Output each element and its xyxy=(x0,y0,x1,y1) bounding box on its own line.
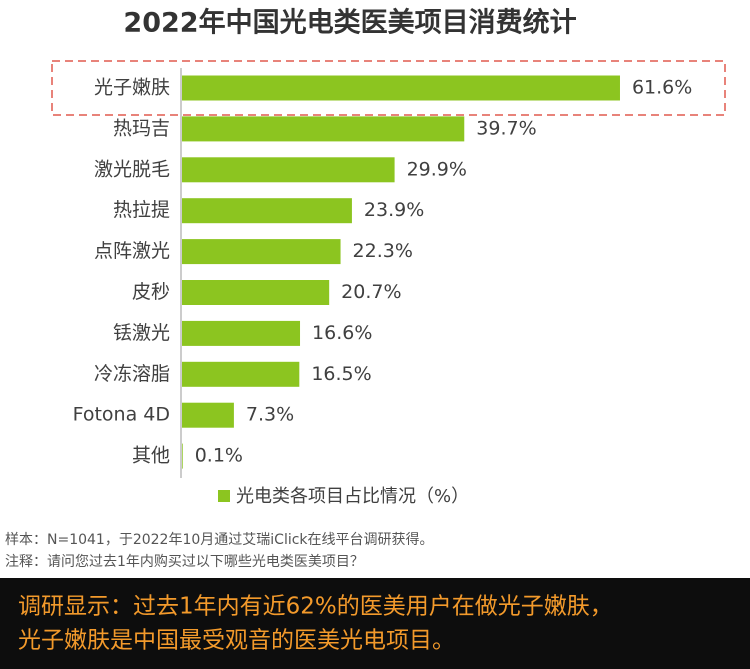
conclusion-text: 光子嫩肤是中国最受观音的医美光电项目。 xyxy=(18,628,455,654)
bar xyxy=(182,116,465,142)
data-label: 16.6% xyxy=(312,322,372,344)
legend-swatch xyxy=(218,490,230,502)
bar xyxy=(182,157,395,183)
bar xyxy=(182,239,341,265)
conclusion-text: 调研显示：过去1年内有近62%的医美用户在做光子嫩肤， xyxy=(18,594,613,620)
legend-label: 光电类各项目占比情况（%） xyxy=(236,486,469,507)
bar xyxy=(182,320,301,346)
data-label: 20.7% xyxy=(341,281,401,303)
bar xyxy=(182,361,300,387)
chart-title: 2022年中国光电类医美项目消费统计 xyxy=(123,7,576,39)
data-label: 7.3% xyxy=(246,404,294,426)
note: 样本：N=1041，于2022年10月通过艾瑞iClick在线平台调研获得。 xyxy=(5,531,434,548)
y-tick-label: 点阵激光 xyxy=(94,240,170,262)
bar xyxy=(182,280,330,305)
y-tick-label: 激光脱毛 xyxy=(94,158,170,180)
data-label: 22.3% xyxy=(353,240,413,262)
bar xyxy=(182,443,183,469)
y-tick-label: 其他 xyxy=(132,445,170,467)
data-label: 61.6% xyxy=(632,77,692,99)
data-label: 39.7% xyxy=(476,117,536,139)
y-tick-label: 热玛吉 xyxy=(113,117,170,139)
y-tick-label: 冷冻溶脂 xyxy=(94,363,170,385)
bar xyxy=(182,198,352,224)
bar xyxy=(182,402,234,428)
data-label: 0.1% xyxy=(195,445,243,467)
y-tick-label: Fotona 4D xyxy=(73,404,170,426)
data-label: 29.9% xyxy=(407,158,467,180)
y-tick-label: 光子嫩肤 xyxy=(94,77,170,99)
y-tick-label: 皮秒 xyxy=(132,281,170,303)
conclusion-banner xyxy=(0,578,750,669)
bar xyxy=(182,75,620,101)
y-tick-label: 热拉提 xyxy=(113,199,170,221)
data-label: 16.5% xyxy=(311,363,371,385)
y-tick-label: 铥激光 xyxy=(113,322,170,344)
note: 注释：请问您过去1年内购买过以下哪些光电类医美项目？ xyxy=(5,553,364,570)
data-label: 23.9% xyxy=(364,199,424,221)
